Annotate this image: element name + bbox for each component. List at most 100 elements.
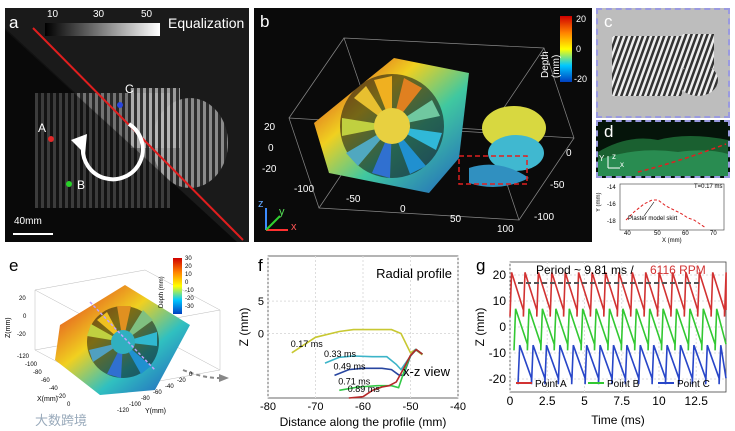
panel-f-label: f [258, 256, 263, 275]
panel-d-label: d [604, 122, 614, 141]
series-label-4: 0.89 ms [348, 384, 381, 394]
gray-colorbar-tick-1: 30 [93, 9, 105, 20]
e-y-tick: -40 [165, 384, 174, 390]
e-z-label: Z(mm) [5, 317, 12, 338]
y-axis-label: Z (mm) [237, 308, 251, 347]
x-tick: -100 [294, 184, 315, 195]
fan-hub [374, 108, 410, 144]
colorbar-tick: 20 [576, 14, 587, 24]
y-tick-label: -20 [489, 372, 507, 386]
e-colorbar-tick: 30 [185, 256, 192, 262]
legend-label-0: Point A [535, 379, 567, 390]
colorbar-tick: 0 [576, 44, 582, 54]
d-axis-z: z [612, 152, 616, 161]
x-axis-label: Distance along the profile (mm) [280, 415, 447, 429]
x-tick-label: 10 [652, 394, 666, 408]
e-y-tick: 0 [189, 372, 193, 378]
y-tick: 0 [566, 148, 572, 159]
e-y-tick: -60 [153, 390, 162, 396]
panel-e-3d-plot [34, 258, 229, 395]
scalebar-label: 40mm [14, 216, 42, 227]
e-x-tick: -120 [17, 354, 30, 360]
inset-x-tick: 60 [682, 231, 689, 237]
zoom-region [458, 155, 528, 185]
d-axis-y: Y [599, 154, 605, 163]
skirt-profile [625, 199, 707, 229]
panel-e-label: e [9, 256, 19, 275]
e-x-tick: -20 [57, 394, 66, 400]
z-tick: 20 [264, 122, 276, 133]
panel-g-label: g [476, 256, 486, 275]
panel-b-3d-plot [265, 16, 575, 231]
series-label-2: 0.49 ms [334, 361, 367, 371]
e-x-tick: -80 [33, 370, 42, 376]
panel-e: e Depth (mm) 30 20 10 0 -10 -20 -30 Z(mm… [5, 250, 233, 426]
inset-x-tick: 50 [654, 231, 661, 237]
y-tick-label: 0 [258, 328, 264, 340]
e-colorbar-tick: 10 [185, 272, 192, 278]
gray-colorbar-tick-2: 50 [141, 9, 153, 20]
e-colorbar-tick: -20 [185, 296, 194, 302]
chart-title-rpm: 6116 RPM [650, 263, 706, 277]
legend-label-1: Point B [607, 379, 640, 390]
depth-colorbar-title: Depth (mm) [540, 51, 562, 78]
series-label-1: 0.33 ms [324, 349, 357, 359]
inset-time: T=0.17 ms [694, 184, 723, 190]
fringe-pattern [612, 36, 682, 96]
x-tick: 50 [450, 214, 462, 225]
x-tick-label: -50 [403, 401, 419, 413]
e-x-tick: -60 [41, 378, 50, 384]
panel-a-label: a [9, 13, 19, 32]
e-z-tick: 20 [19, 296, 26, 302]
panel-d-inset: T=0.17 ms Plaster model skirt Y (mm) -14… [596, 180, 730, 246]
panel-c: c [596, 8, 730, 118]
x-tick-label: 12.5 [685, 394, 709, 408]
series-line-0 [291, 328, 423, 356]
series-label-0: 0.17 ms [291, 339, 324, 349]
panel-f: -80 -70 -60 -50 -40 0 5 0.17 ms 0.33 ms 0.49 ms 0.… [236, 250, 468, 430]
e-x-tick: -100 [25, 362, 38, 368]
panel-a-image [5, 8, 249, 242]
inset-y-tick: -16 [607, 202, 616, 208]
series-line-0 [509, 272, 727, 317]
e-y-tick: -100 [129, 402, 142, 408]
e-x-tick: -40 [49, 386, 58, 392]
z-time-chart: 0 2.5 5 7.5 10 12.5 20 10 0 -10 -20 Period ~ 9.81 m… [473, 261, 727, 427]
series-line-2 [517, 344, 727, 385]
point-a-marker [48, 136, 54, 142]
rotation-arrow-icon [80, 122, 145, 182]
d-axis-x: x [620, 160, 624, 169]
x-tick: 0 [400, 204, 406, 215]
point-b-marker [66, 181, 72, 187]
e-y-tick: -80 [141, 396, 150, 402]
e-y-tick: -120 [117, 408, 130, 414]
y-tick: -50 [550, 180, 565, 191]
inset-y-tick: -14 [607, 185, 616, 191]
view-label: x-z view [403, 364, 451, 379]
depth-colorbar-e [173, 258, 182, 314]
y-tick: -100 [534, 212, 555, 223]
panel-g: 0 2.5 5 7.5 10 12.5 20 10 0 -10 -20 Period ~ 9.81 m… [472, 250, 732, 430]
x-tick-label: -80 [260, 401, 276, 413]
x-tick-label: -40 [450, 401, 466, 413]
e-colorbar-tick: -30 [185, 304, 194, 310]
panel-b: b Depth (mm) 20 0 -20 20 0 -20 -100 -50 … [254, 8, 592, 242]
y-tick-label: -10 [489, 346, 507, 360]
axis-y-label: y [279, 206, 285, 218]
x-tick-label: 5 [581, 394, 588, 408]
y-axis-label: Z (mm) [473, 308, 487, 347]
axis-z-label: z [258, 198, 264, 210]
panel-a-title: Equalization [168, 15, 245, 31]
x-axis-label: Time (ms) [591, 413, 645, 427]
panel-d-image [598, 136, 728, 176]
x-tick-label: 0 [507, 394, 514, 408]
inset-ylabel: Y (mm) [596, 192, 602, 212]
z-tick: 0 [268, 143, 274, 154]
link-arrow-icon [182, 369, 220, 379]
point-b-label: B [77, 178, 86, 192]
x-tick: 100 [497, 224, 514, 235]
z-tick: -20 [262, 164, 277, 175]
panel-d: d Y z x [596, 120, 730, 178]
panel-a: a Equalization 10 30 50 A B C 40mm [5, 8, 249, 242]
panel-c-image [598, 10, 728, 116]
